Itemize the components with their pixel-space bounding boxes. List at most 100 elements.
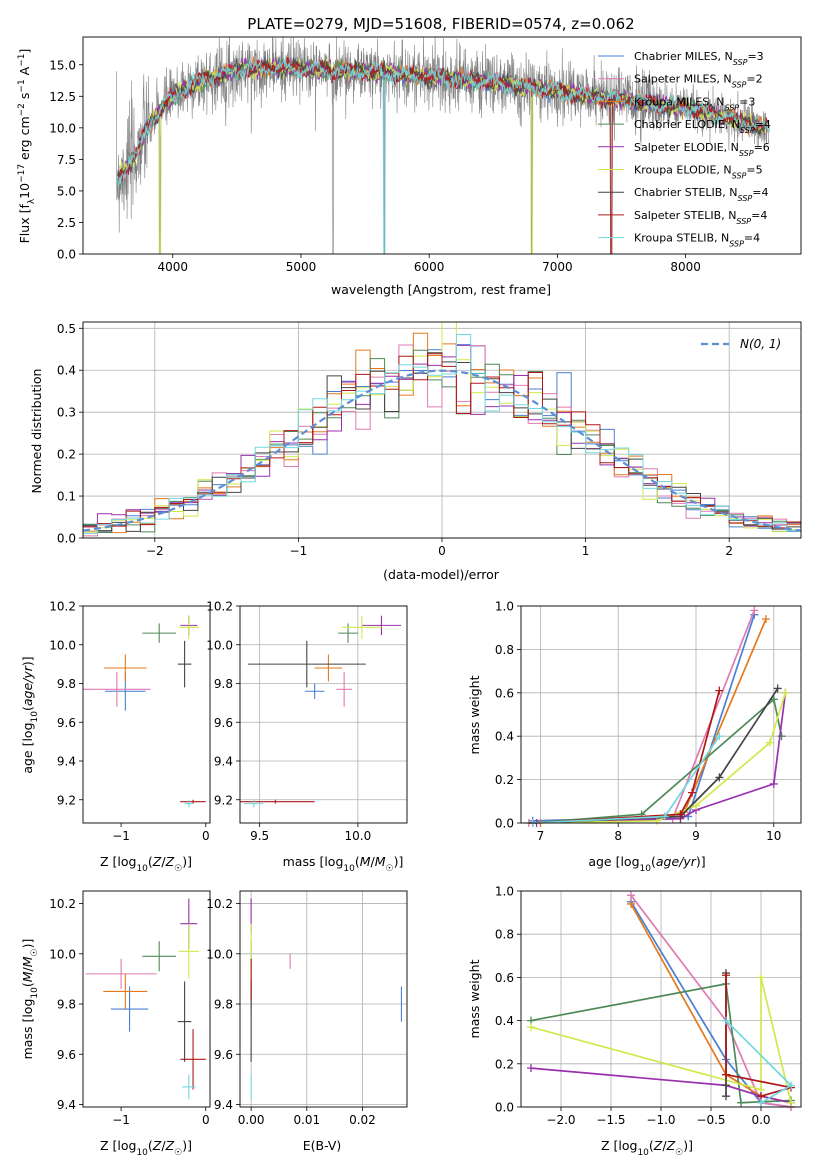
y-tick-label: 9.2 <box>57 793 76 807</box>
x-tick-label: 6000 <box>414 260 445 274</box>
x-tick-label: −1 <box>290 544 308 558</box>
axes-frame <box>239 605 408 824</box>
y-tick-label: 9.8 <box>214 677 233 691</box>
x-tick-label: 0 <box>202 829 210 843</box>
y-tick-label: 0.3 <box>57 406 76 420</box>
x-tick-label: 8 <box>614 829 622 843</box>
y-tick-label: 10.2 <box>49 897 76 911</box>
kroupa-elodie-weight-marker <box>692 801 700 810</box>
x-tick-label: 10.0 <box>345 829 372 843</box>
salpeter-elodie-weight-line <box>536 692 787 823</box>
y-tick-label: 0.1 <box>57 490 76 504</box>
x-tick-label: −1.0 <box>646 1113 675 1127</box>
mw-age-xlabel: age [log10(age/yr)] <box>588 854 705 874</box>
y-tick-label: 0.0 <box>495 1101 514 1115</box>
y-tick-label: 10.0 <box>206 638 233 652</box>
chabrier-stelib-weight-marker <box>715 773 724 782</box>
x-tick-label: −1.5 <box>596 1113 625 1127</box>
axes-frame <box>82 890 211 1108</box>
axes-frame <box>239 890 408 1108</box>
y-tick-label: 10.0 <box>49 638 76 652</box>
axes-frame <box>82 605 211 824</box>
x-tick-label: 7000 <box>542 260 573 274</box>
normal-distribution-curve <box>83 369 801 532</box>
spectrum-ylabel: Flux [fλ10−17 erg cm−2 s−1 A−1] <box>17 49 37 244</box>
y-tick-label: 9.8 <box>214 998 233 1012</box>
x-tick-label: 8000 <box>670 260 701 274</box>
x-tick-label: 10 <box>766 829 781 843</box>
y-tick-label: 10.2 <box>206 897 233 911</box>
salpeter-stelib-weight-marker <box>715 686 724 695</box>
y-tick-label: 9.8 <box>57 998 76 1012</box>
kroupa-elodie-weight-line <box>532 692 787 823</box>
axes-frame <box>520 890 802 1108</box>
y-tick-label: 0.8 <box>495 643 514 657</box>
y-tick-label: 0.5 <box>57 322 76 336</box>
salpeter-stelib-weight-marker <box>676 810 685 819</box>
y-tick-label: 0.4 <box>495 730 514 744</box>
mass-ebv-xlabel: E(B-V) <box>303 1138 342 1153</box>
spectrum-panel: PLATE=0279, MJD=51608, FIBERID=0574, z=0… <box>17 15 802 297</box>
legend-label: Kroupa STELIB, NSSP=4 <box>634 232 760 249</box>
x-tick-label: 0.00 <box>238 1113 265 1127</box>
kroupa-elodie-weight-marker <box>765 738 774 747</box>
mass-weight-vs-age-panel: age [log10(age/yr)] mass weight 7 8 9 10 0.0… <box>467 600 802 874</box>
chabrier-stelib-weight-marker <box>722 1092 730 1101</box>
legend-label: Kroupa ELODIE, NSSP=5 <box>634 164 763 181</box>
y-tick-label: 0.0 <box>57 532 76 546</box>
axes-frame <box>520 605 802 824</box>
y-tick-label: 5.0 <box>57 184 76 198</box>
mw-z-ylabel: mass weight <box>467 959 482 1038</box>
y-tick-label: 1.0 <box>495 885 514 899</box>
axes-frame <box>82 321 802 539</box>
residuals-panel: (data-model)/error Normed distribution −… <box>29 321 802 582</box>
mass-vs-metallicity-panel: Z [log10(Z/Z☉)] mass [log10(M/M☉)] −1 0 9.… <box>20 890 211 1158</box>
kroupa-stelib-weight-marker <box>715 732 724 741</box>
salpeter-stelib-weight-marker <box>688 788 697 797</box>
salpeter-stelib-weight-marker <box>722 971 730 980</box>
mw-age-ylabel: mass weight <box>467 675 482 754</box>
kroupa-elodie-weight-marker <box>781 688 790 697</box>
x-tick-label: −1 <box>112 829 130 843</box>
chabrier-elodie-weight-line <box>532 697 783 823</box>
age-vs-metallicity-panel: Z [log10(Z/Z☉)] age [log10(age/yr)] −1 0 9… <box>20 600 211 874</box>
salpeter-stelib-weight-line <box>725 975 792 1098</box>
legend-label: Kroupa MILES, NSSP=3 <box>634 95 755 112</box>
y-tick-label: 9.4 <box>57 1098 76 1112</box>
legend-label: Chabrier MILES, NSSP=3 <box>634 50 764 67</box>
legend-label: N(0, 1) <box>740 337 781 351</box>
chabrier-elodie-weight-marker <box>737 1098 745 1107</box>
salpeter-elodie-weight-marker <box>527 1064 535 1073</box>
y-tick-label: 10.2 <box>206 600 233 614</box>
axes-frame <box>82 36 802 255</box>
y-tick-label: 0.6 <box>495 971 514 985</box>
chabrier-elodie-weight-line <box>530 982 792 1104</box>
x-tick-label: 5000 <box>286 260 317 274</box>
y-tick-label: 9.8 <box>57 677 76 691</box>
kroupa-elodie-weight-line <box>530 977 792 1103</box>
y-tick-label: 0.0 <box>495 817 514 831</box>
y-tick-label: 7.5 <box>57 153 76 167</box>
kroupa-stelib-weight-marker <box>660 812 669 821</box>
y-tick-label: 0.0 <box>57 248 76 262</box>
y-tick-label: 10.0 <box>49 947 76 961</box>
y-tick-label: 9.6 <box>57 1048 76 1062</box>
x-tick-label: 1 <box>582 544 590 558</box>
kroupa-elodie-weight-marker <box>787 1098 795 1107</box>
kroupa-stelib-weight-marker <box>757 1098 765 1107</box>
x-tick-label: 9.5 <box>250 829 269 843</box>
y-tick-label: 9.4 <box>214 755 233 769</box>
mass-weight-vs-metallicity-panel: Z [log10(Z/Z☉)] mass weight −2.0 −1.5 −1.0… <box>467 885 802 1158</box>
residuals-ylabel: Normed distribution <box>29 369 44 494</box>
y-tick-label: 9.6 <box>214 716 233 730</box>
y-tick-label: 9.6 <box>57 716 76 730</box>
x-tick-label: 2 <box>725 544 733 558</box>
spectrum-xlabel: wavelength [Angstrom, rest frame] <box>331 282 551 297</box>
y-tick-label: 0.2 <box>495 1057 514 1071</box>
kroupa-miles-weight-marker <box>627 899 635 908</box>
kroupa-stelib-weight-marker <box>787 1081 795 1090</box>
legend-label: Salpeter ELODIE, NSSP=6 <box>634 141 770 158</box>
x-tick-label: 0 <box>438 544 446 558</box>
salpeter-elodie-weight-marker <box>769 779 778 788</box>
